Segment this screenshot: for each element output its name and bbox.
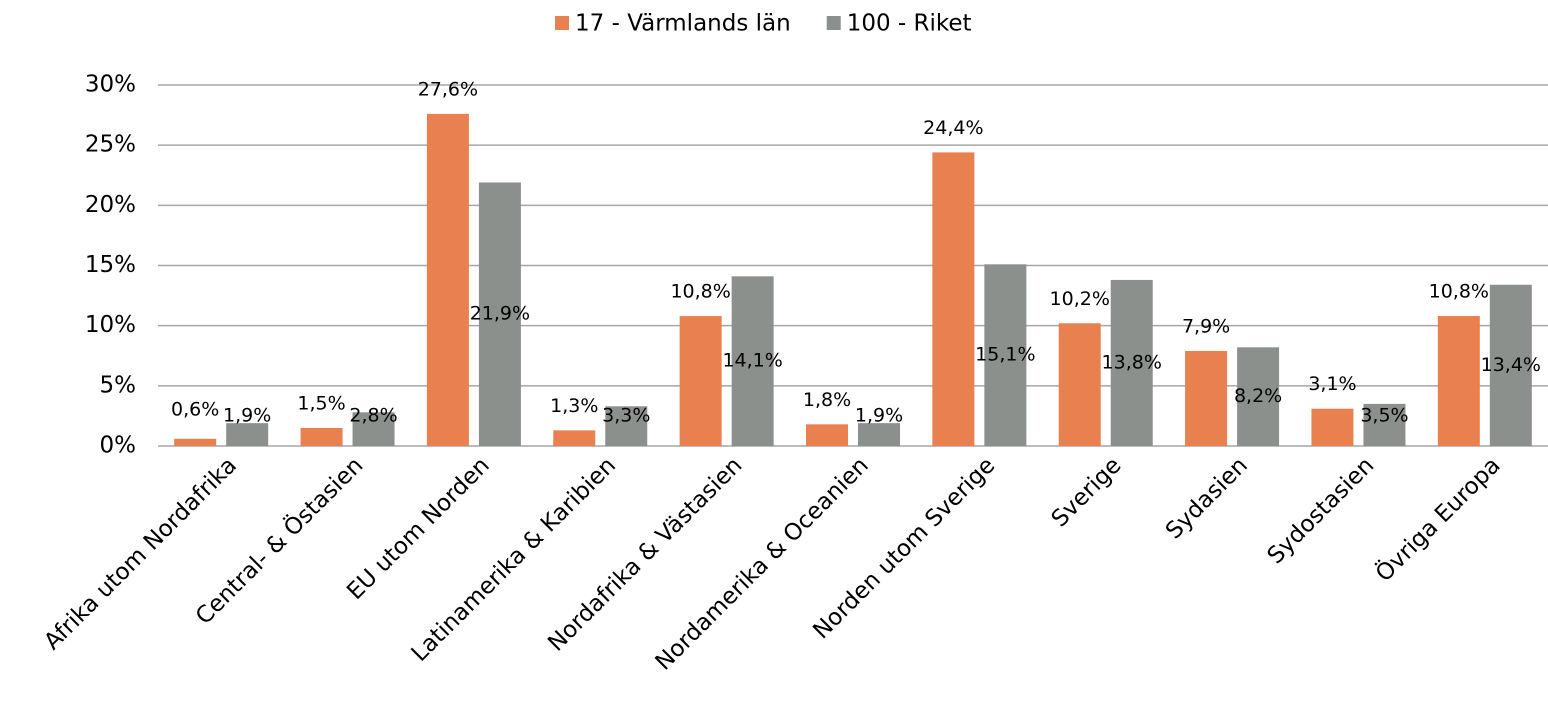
y-tick-label: 5%: [100, 372, 137, 398]
bar: [605, 406, 648, 446]
data-label: 8,2%: [1234, 385, 1282, 407]
bar: [1237, 347, 1280, 446]
data-label: 7,9%: [1182, 315, 1230, 337]
bar: [806, 424, 848, 446]
bar: [932, 152, 975, 447]
data-label: 1,3%: [550, 395, 598, 417]
data-label: 1,5%: [297, 392, 345, 414]
x-tick-label: Sydostasien: [1263, 452, 1380, 569]
bar: [1437, 316, 1480, 446]
bar: [1110, 279, 1153, 446]
bar: [352, 412, 395, 446]
data-label: 0,6%: [171, 399, 219, 421]
y-tick-label: 0%: [100, 433, 137, 459]
data-label: 10,8%: [670, 281, 730, 303]
legend-swatch: [555, 16, 569, 30]
data-label: 3,1%: [1308, 373, 1356, 395]
bar: [300, 427, 343, 446]
data-label: 13,4%: [1481, 354, 1541, 376]
bar: [226, 423, 269, 446]
bar: [1363, 403, 1406, 446]
x-tick-label: Sverige: [1047, 452, 1127, 532]
x-tick-label: Nordamerika & Oceanien: [651, 452, 874, 675]
bar: [174, 438, 217, 446]
x-tick-label: Övriga Europa: [1370, 451, 1506, 587]
data-label: 24,4%: [923, 117, 983, 139]
data-label: 1,8%: [803, 389, 851, 411]
legend-label: 100 - Riket: [847, 11, 972, 37]
y-tick-label: 25%: [85, 132, 136, 158]
data-label: 3,5%: [1360, 405, 1408, 427]
data-label: 10,8%: [1429, 281, 1489, 303]
data-label: 14,1%: [722, 350, 782, 372]
bar: [1058, 323, 1101, 446]
legend-label: 17 - Värmlands län: [575, 11, 791, 37]
data-label: 10,2%: [1050, 288, 1110, 310]
data-label: 21,9%: [470, 303, 530, 325]
y-tick-label: 10%: [85, 312, 136, 338]
data-label: 3,3%: [602, 405, 650, 427]
legend-swatch: [826, 16, 841, 30]
bar: [1311, 408, 1354, 446]
data-label: 1,9%: [855, 405, 903, 427]
data-label: 15,1%: [975, 344, 1035, 366]
y-tick-label: 15%: [85, 252, 136, 278]
bar: [1489, 284, 1532, 446]
bar: [679, 316, 722, 446]
bar: [1185, 350, 1228, 446]
bar: [731, 276, 774, 446]
data-label: 13,8%: [1102, 351, 1162, 373]
data-label: 2,8%: [349, 405, 397, 427]
data-label: 1,9%: [223, 405, 271, 427]
x-tick-label: Latinamerika & Karibien: [407, 452, 621, 666]
bar: [553, 430, 596, 446]
bar: [478, 182, 521, 446]
y-tick-label: 20%: [85, 192, 136, 218]
x-tick-label: Sydasien: [1161, 452, 1253, 544]
data-label: 27,6%: [418, 78, 478, 100]
bar: [858, 423, 900, 446]
bar: [984, 264, 1027, 446]
y-tick-label: 30%: [85, 72, 136, 98]
bar: [426, 113, 469, 446]
